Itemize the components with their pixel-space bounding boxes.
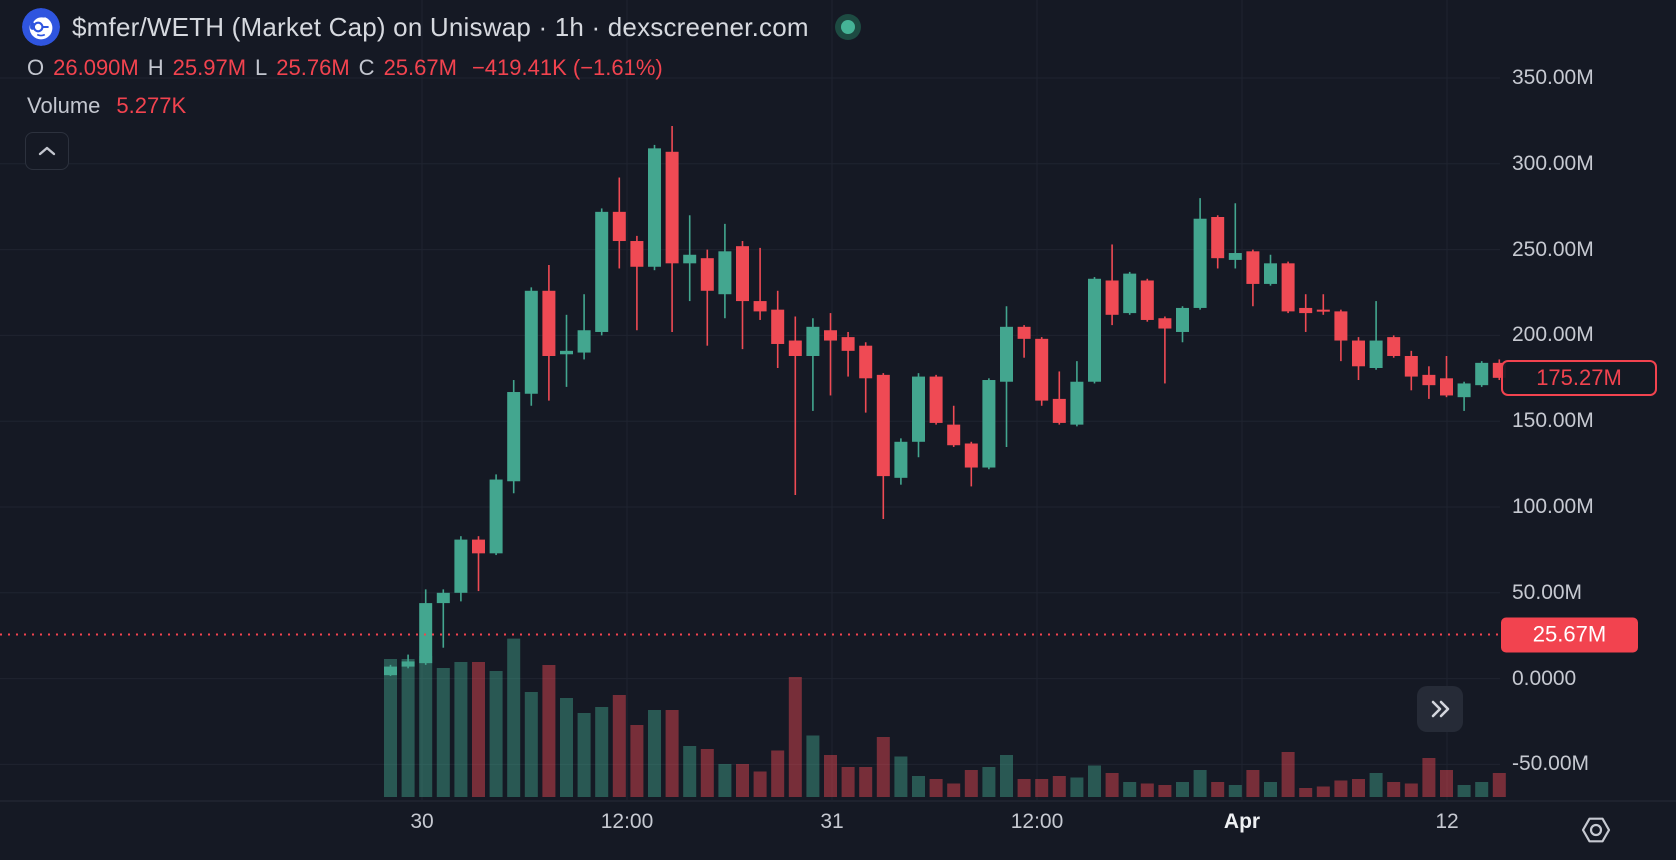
open-value: 26.090M <box>53 55 139 80</box>
chart-title[interactable]: $mfer/WETH (Market Cap) on Uniswap · 1h … <box>72 11 809 42</box>
double-chevron-right-icon <box>1431 700 1450 718</box>
volume-legend: Volume 5.277K <box>27 93 186 119</box>
price-tick-label: 100.00M <box>1512 495 1594 518</box>
hovered-close-badge: 25.67M <box>1501 617 1638 653</box>
time-tick-label: 12:00 <box>1010 810 1064 833</box>
price-tick-label: 300.00M <box>1512 151 1594 175</box>
time-tick-label: 12 <box>1435 810 1459 833</box>
time-scale[interactable]: 30 12:00 31 12:00 Apr 12 <box>0 801 1676 860</box>
scroll-to-recent-button[interactable] <box>1417 686 1463 732</box>
volume-label: Volume <box>27 93 101 118</box>
market-status-dot-icon <box>834 14 861 40</box>
time-tick-label: 12:00 <box>600 810 654 833</box>
collapse-legend-button[interactable] <box>25 132 69 170</box>
time-tick-label: 31 <box>820 810 844 833</box>
high-value: 25.97M <box>172 55 247 80</box>
price-tick-label: 200.00M <box>1512 323 1594 347</box>
token-logo-icon <box>22 8 60 46</box>
high-label: H <box>147 55 164 80</box>
low-label: L <box>255 55 268 80</box>
price-tick-label: 150.00M <box>1512 409 1594 433</box>
ohlc-legend: O 26.090M H 25.97M L 25.76M C 25.67M −41… <box>27 55 663 81</box>
close-value: 25.67M <box>383 55 457 80</box>
time-tick-label: 30 <box>410 810 434 833</box>
price-tick-label: 50.00M <box>1512 580 1583 604</box>
chevron-up-icon <box>38 146 56 156</box>
price-tick-label: 0.0000 <box>1512 666 1577 690</box>
chart-header: $mfer/WETH (Market Cap) on Uniswap · 1h … <box>22 8 861 46</box>
close-label: C <box>358 55 375 80</box>
volume-value: 5.277K <box>116 93 187 118</box>
open-label: O <box>27 55 45 80</box>
time-tick-label: Apr <box>1223 810 1261 833</box>
price-tick-label: 250.00M <box>1512 237 1594 261</box>
gear-icon <box>1581 817 1611 843</box>
timescale-settings-button[interactable] <box>1578 812 1614 848</box>
price-tick-label: -50.00M <box>1512 752 1590 776</box>
low-value: 25.76M <box>276 55 350 80</box>
last-price-badge: 175.27M <box>1501 359 1657 396</box>
change-value: −419.41K (−1.61%) <box>471 55 663 80</box>
price-tick-label: 350.00M <box>1512 66 1594 89</box>
